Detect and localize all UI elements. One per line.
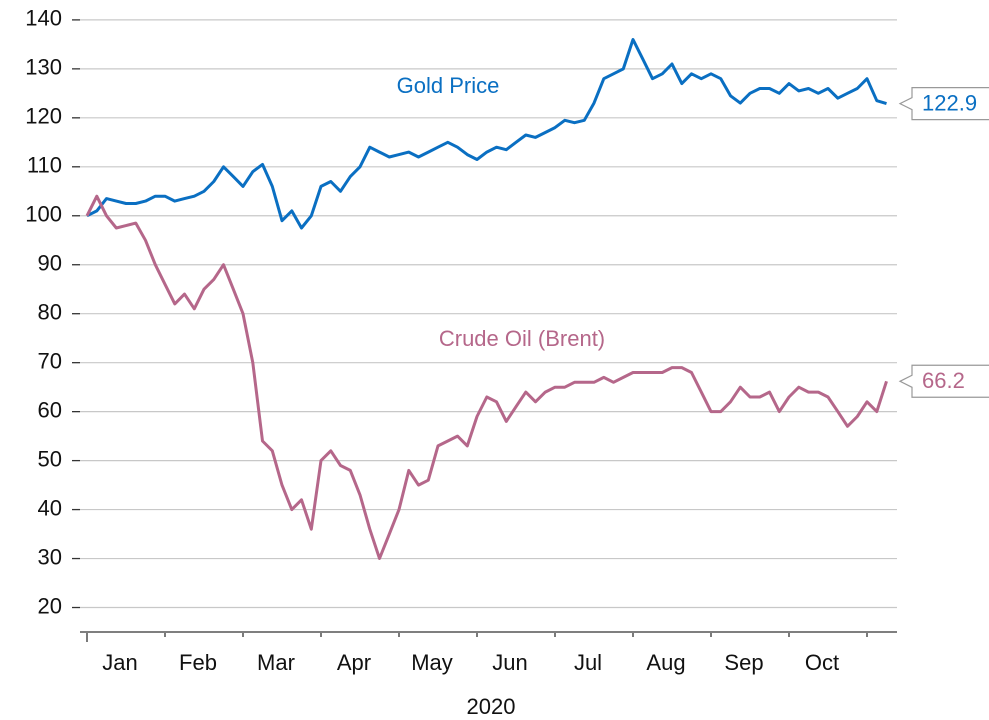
y-tick-label: 130 bbox=[25, 55, 62, 80]
y-tick-label: 50 bbox=[38, 446, 62, 471]
end-label: 122.9 bbox=[922, 90, 977, 115]
series-label: Crude Oil (Brent) bbox=[439, 326, 605, 351]
x-tick-label: Jul bbox=[574, 650, 602, 675]
x-tick-label: Apr bbox=[337, 650, 371, 675]
y-tick-label: 80 bbox=[38, 300, 62, 325]
x-tick-label: Jan bbox=[102, 650, 137, 675]
x-tick-label: May bbox=[411, 650, 453, 675]
x-tick-label: Oct bbox=[805, 650, 839, 675]
x-tick-label: Feb bbox=[179, 650, 217, 675]
end-label-box bbox=[898, 87, 989, 121]
series-label: Gold Price bbox=[397, 73, 500, 98]
y-tick-label: 30 bbox=[38, 544, 62, 569]
x-axis-title: 2020 bbox=[467, 694, 516, 719]
y-tick-label: 140 bbox=[25, 6, 62, 31]
x-tick-label: Mar bbox=[257, 650, 295, 675]
series-line bbox=[86, 38, 887, 230]
y-tick-label: 120 bbox=[25, 104, 62, 129]
y-tick-label: 40 bbox=[38, 495, 62, 520]
y-tick-label: 60 bbox=[38, 397, 62, 422]
y-tick-label: 110 bbox=[27, 153, 62, 178]
end-label-box bbox=[898, 364, 989, 398]
series-line bbox=[85, 194, 888, 560]
end-label: 66.2 bbox=[922, 368, 965, 393]
y-tick-label: 90 bbox=[38, 251, 62, 276]
y-tick-label: 70 bbox=[38, 348, 62, 373]
x-tick-label: Jun bbox=[492, 650, 527, 675]
y-tick-label: 100 bbox=[25, 202, 62, 227]
y-tick-label: 20 bbox=[38, 593, 62, 618]
x-tick-label: Sep bbox=[724, 650, 763, 675]
x-tick-label: Aug bbox=[646, 650, 685, 675]
